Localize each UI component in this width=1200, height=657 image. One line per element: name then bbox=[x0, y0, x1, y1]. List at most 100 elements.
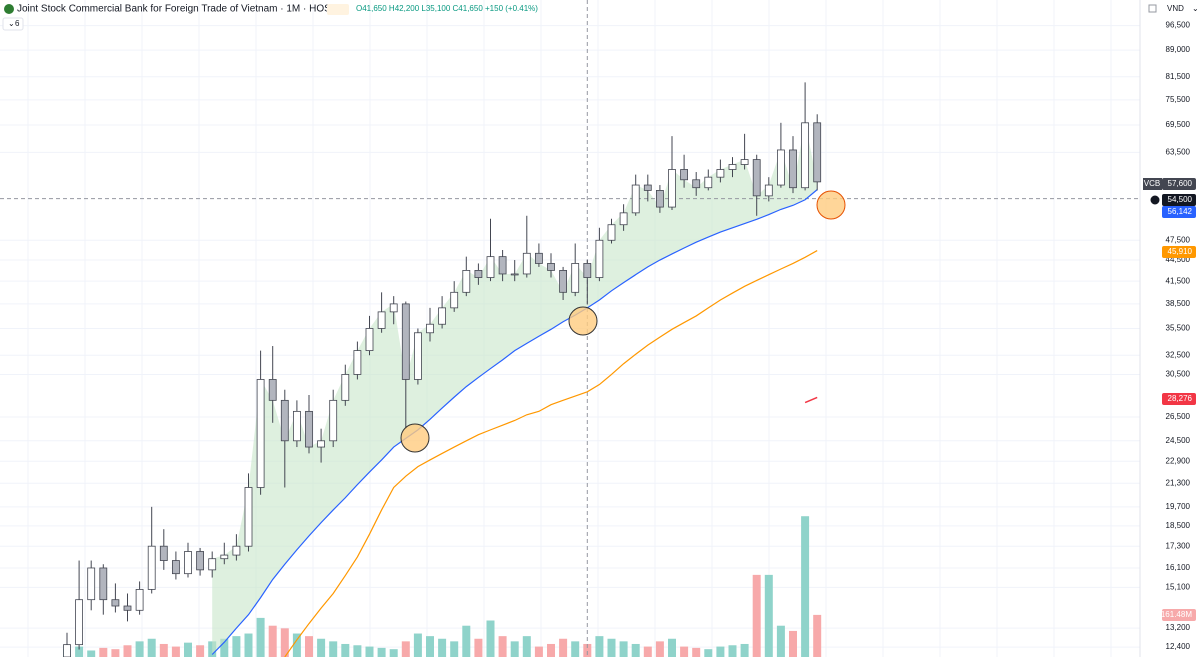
currency[interactable]: VND bbox=[1167, 4, 1184, 13]
volume-bar bbox=[329, 641, 338, 657]
price-tag-label: 45,910 bbox=[1168, 247, 1193, 256]
ma-line bbox=[804, 396, 818, 404]
ohlc-values: O41,650 H42,200 L35,100 C41,650 +150 (+0… bbox=[356, 4, 538, 13]
candle-body bbox=[692, 179, 701, 189]
y-tick-label: 41,500 bbox=[1166, 276, 1191, 285]
price-tag bbox=[1162, 194, 1196, 206]
price-tag-label: 54,500 bbox=[1168, 195, 1193, 204]
candle-body bbox=[377, 311, 386, 329]
candle-body bbox=[75, 599, 83, 646]
candle-body bbox=[801, 122, 809, 189]
crosshair-add-button bbox=[1149, 194, 1161, 206]
price-tag-label: 56,142 bbox=[1168, 207, 1193, 216]
volume-bar bbox=[752, 574, 761, 657]
volume-bar bbox=[486, 620, 495, 657]
volume-bar bbox=[704, 649, 713, 657]
candle-body bbox=[656, 190, 664, 208]
candle-body bbox=[196, 551, 205, 571]
highlight-circle bbox=[568, 306, 598, 336]
candle-body bbox=[607, 224, 616, 241]
candle-body bbox=[595, 239, 604, 278]
candle-body bbox=[510, 273, 519, 276]
checkbox[interactable] bbox=[1148, 4, 1157, 13]
symbol-title: Joint Stock Commercial Bank for Foreign … bbox=[17, 4, 338, 15]
plot bbox=[0, 0, 1140, 657]
candle-body bbox=[583, 263, 592, 278]
price-tag bbox=[1162, 206, 1196, 218]
y-tick-label: 24,500 bbox=[1166, 436, 1191, 445]
volume-bar bbox=[413, 633, 422, 657]
volume-bar bbox=[353, 645, 362, 657]
volume-bar bbox=[643, 646, 652, 657]
volume-bar bbox=[716, 646, 725, 657]
candle-body bbox=[171, 560, 180, 575]
price-tag bbox=[1162, 246, 1196, 258]
y-tick-label: 18,500 bbox=[1166, 521, 1191, 530]
y-tick-label: 69,500 bbox=[1166, 120, 1191, 129]
candle-body bbox=[305, 410, 313, 448]
y-tick-label: 75,500 bbox=[1166, 95, 1191, 104]
y-tick-label: 21,300 bbox=[1166, 478, 1191, 487]
currency-arrow: ⌄ bbox=[1192, 4, 1199, 13]
volume-bar bbox=[631, 643, 640, 657]
indicators-arrow: ⌄ bbox=[8, 19, 15, 28]
candle-body bbox=[135, 589, 144, 611]
candle-body bbox=[462, 270, 471, 293]
volume-bar bbox=[450, 641, 459, 657]
indicators-toggle[interactable] bbox=[2, 17, 24, 31]
candle-body bbox=[535, 252, 543, 264]
volume-bar bbox=[813, 614, 822, 657]
volume-bar bbox=[510, 641, 519, 657]
candle-body bbox=[450, 291, 459, 309]
y-tick-label: 17,300 bbox=[1166, 541, 1191, 550]
highlight-circle bbox=[400, 423, 430, 453]
candle-body bbox=[329, 399, 338, 442]
y-tick-label: 81,500 bbox=[1166, 72, 1191, 81]
volume-bar bbox=[171, 646, 180, 657]
volume-bar bbox=[135, 641, 144, 657]
candle-body bbox=[99, 567, 108, 601]
y-tick-label: 19,700 bbox=[1166, 502, 1191, 511]
volume-bar bbox=[534, 646, 543, 657]
volume-bar bbox=[87, 650, 96, 657]
symbol-tag bbox=[1143, 178, 1162, 190]
volume-bar bbox=[184, 642, 192, 657]
volume-bar bbox=[583, 643, 592, 657]
candle-body bbox=[244, 487, 253, 547]
candle-body bbox=[668, 169, 676, 208]
status-badge bbox=[327, 4, 349, 15]
candle-body bbox=[317, 440, 326, 448]
volume-bar bbox=[305, 636, 313, 657]
volume-bar bbox=[801, 516, 810, 657]
candle-body bbox=[184, 551, 192, 575]
y-tick-label: 22,900 bbox=[1166, 456, 1191, 465]
volume-bar bbox=[789, 630, 797, 657]
y-tick-label: 12,400 bbox=[1166, 642, 1191, 651]
fill-area bbox=[212, 122, 818, 655]
volume-bar bbox=[196, 645, 205, 657]
price-tag-label: 57,600 bbox=[1168, 179, 1193, 188]
volume-bar bbox=[498, 636, 507, 657]
candle-body bbox=[559, 270, 567, 293]
volume-bar bbox=[111, 649, 120, 657]
volume-bar bbox=[220, 638, 229, 657]
y-tick-label: 30,500 bbox=[1166, 370, 1191, 379]
candle-body bbox=[438, 307, 447, 325]
y-tick-label: 15,100 bbox=[1166, 583, 1191, 592]
ma-line bbox=[211, 189, 818, 655]
ma-line bbox=[284, 250, 818, 657]
candle-body bbox=[280, 399, 289, 442]
volume-bar bbox=[123, 645, 132, 657]
candle-body bbox=[87, 567, 96, 601]
volume-bar bbox=[365, 646, 374, 657]
y-tick-label: 26,500 bbox=[1166, 412, 1191, 421]
candle-body bbox=[680, 169, 688, 181]
candle-body bbox=[619, 212, 628, 226]
indicators-count[interactable]: 6 bbox=[15, 19, 20, 28]
candle-body bbox=[268, 379, 277, 401]
volume-bar bbox=[292, 633, 301, 657]
candle-body bbox=[111, 599, 120, 607]
y-tick-label: 89,000 bbox=[1166, 45, 1191, 54]
price-tag bbox=[1162, 393, 1196, 405]
volume-bar bbox=[571, 641, 580, 657]
